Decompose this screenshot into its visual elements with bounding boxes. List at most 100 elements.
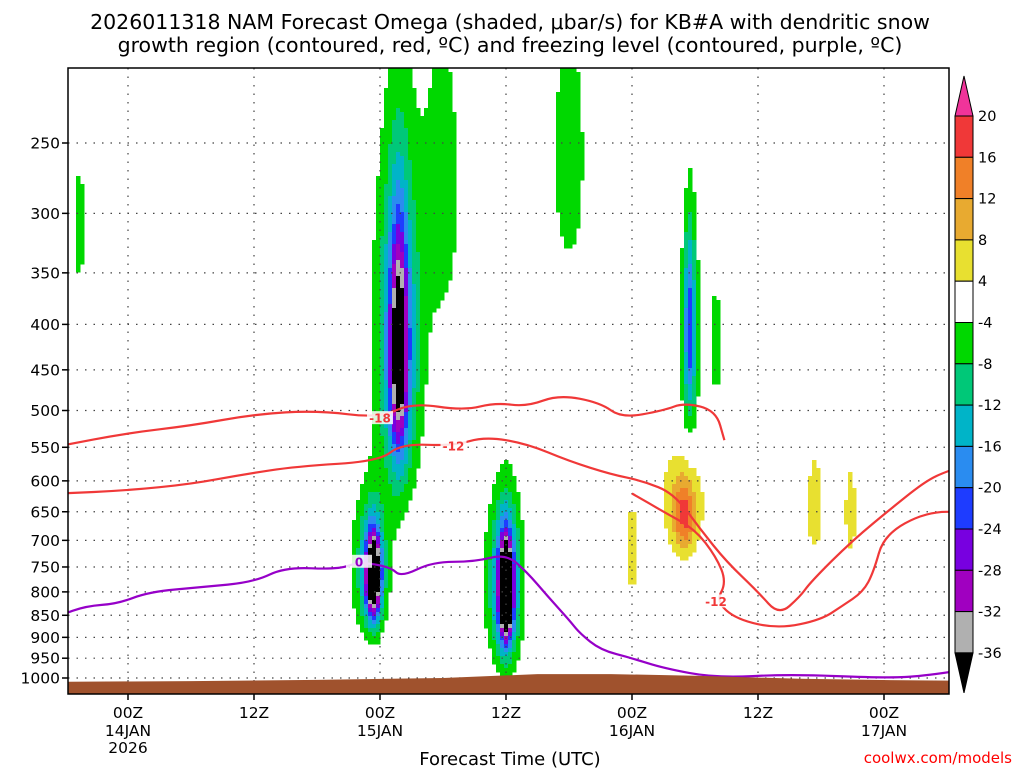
omega-cell xyxy=(408,92,413,97)
omega-cell xyxy=(500,512,505,517)
omega-cell xyxy=(372,540,377,545)
omega-cell xyxy=(408,452,413,457)
omega-cell xyxy=(692,540,697,545)
omega-cell xyxy=(560,120,565,125)
omega-cell xyxy=(484,544,489,549)
omega-cell xyxy=(380,336,385,341)
omega-cell xyxy=(576,124,581,129)
omega-cell xyxy=(572,72,577,77)
omega-cell xyxy=(576,160,581,165)
omega-cell xyxy=(408,356,413,361)
omega-cell xyxy=(384,108,389,113)
omega-cell xyxy=(384,188,389,193)
omega-cell xyxy=(376,544,381,549)
omega-cell xyxy=(392,452,397,457)
omega-cell xyxy=(76,204,81,209)
omega-cell xyxy=(568,88,573,93)
omega-cell xyxy=(360,568,365,573)
omega-cell xyxy=(360,624,365,629)
omega-cell xyxy=(380,220,385,225)
omega-cell xyxy=(372,268,377,273)
omega-cell xyxy=(380,532,385,537)
omega-cell xyxy=(444,96,449,101)
omega-cell xyxy=(688,480,693,485)
omega-cell xyxy=(684,220,689,225)
x-tick-sublabel: 2026 xyxy=(108,739,147,757)
omega-cell xyxy=(388,516,393,521)
omega-cell xyxy=(420,144,425,149)
omega-cell xyxy=(372,524,377,529)
omega-cell xyxy=(556,176,561,181)
omega-cell xyxy=(448,168,453,173)
omega-cell xyxy=(444,212,449,217)
omega-cell xyxy=(376,192,381,197)
omega-cell xyxy=(404,496,409,501)
omega-cell xyxy=(684,492,689,497)
omega-cell xyxy=(688,356,693,361)
omega-cell xyxy=(444,148,449,153)
omega-cell xyxy=(680,352,685,357)
omega-cell xyxy=(376,368,381,373)
omega-cell xyxy=(388,284,393,289)
omega-cell xyxy=(388,292,393,297)
omega-cell xyxy=(388,208,393,213)
omega-cell xyxy=(420,432,425,437)
omega-cell xyxy=(508,512,513,517)
omega-cell xyxy=(440,240,445,245)
omega-cell xyxy=(404,164,409,169)
omega-cell xyxy=(420,160,425,165)
dendritic-contour-label: -18 xyxy=(369,412,391,426)
omega-cell xyxy=(564,96,569,101)
omega-cell xyxy=(380,504,385,509)
omega-cell xyxy=(396,156,401,161)
omega-cell xyxy=(432,232,437,237)
omega-cell xyxy=(516,500,521,505)
omega-cell xyxy=(580,152,585,157)
omega-cell xyxy=(500,652,505,657)
omega-cell xyxy=(692,412,697,417)
omega-cell xyxy=(360,600,365,605)
omega-cell xyxy=(448,200,453,205)
omega-cell xyxy=(712,316,717,321)
omega-cell xyxy=(396,380,401,385)
omega-cell xyxy=(376,548,381,553)
omega-cell xyxy=(504,624,509,629)
omega-cell xyxy=(436,132,441,137)
omega-cell xyxy=(404,388,409,393)
omega-cell xyxy=(572,104,577,109)
omega-cell xyxy=(364,480,369,485)
omega-cell xyxy=(852,492,857,497)
omega-cell xyxy=(440,208,445,213)
omega-cell xyxy=(500,648,505,653)
omega-cell xyxy=(384,528,389,533)
omega-cell xyxy=(376,584,381,589)
omega-cell xyxy=(408,348,413,353)
omega-cell xyxy=(688,236,693,241)
omega-cell xyxy=(688,200,693,205)
omega-cell xyxy=(380,192,385,197)
omega-cell xyxy=(444,208,449,213)
omega-cell xyxy=(376,216,381,221)
omega-cell xyxy=(388,348,393,353)
omega-cell xyxy=(432,120,437,125)
omega-cell xyxy=(680,312,685,317)
omega-cell xyxy=(684,252,689,257)
omega-cell xyxy=(420,240,425,245)
omega-cell xyxy=(572,220,577,225)
omega-cell xyxy=(412,120,417,125)
omega-cell xyxy=(516,580,521,585)
omega-cell xyxy=(576,200,581,205)
omega-cell xyxy=(564,180,569,185)
omega-cell xyxy=(372,280,377,285)
omega-cell xyxy=(436,252,441,257)
omega-cell xyxy=(384,484,389,489)
omega-cell xyxy=(416,324,421,329)
omega-cell xyxy=(664,484,669,489)
omega-cell xyxy=(388,188,393,193)
omega-cell xyxy=(692,236,697,241)
omega-cell xyxy=(516,656,521,661)
omega-cell xyxy=(400,428,405,433)
omega-cell xyxy=(488,636,493,641)
omega-cell xyxy=(452,148,457,153)
omega-cell xyxy=(384,384,389,389)
